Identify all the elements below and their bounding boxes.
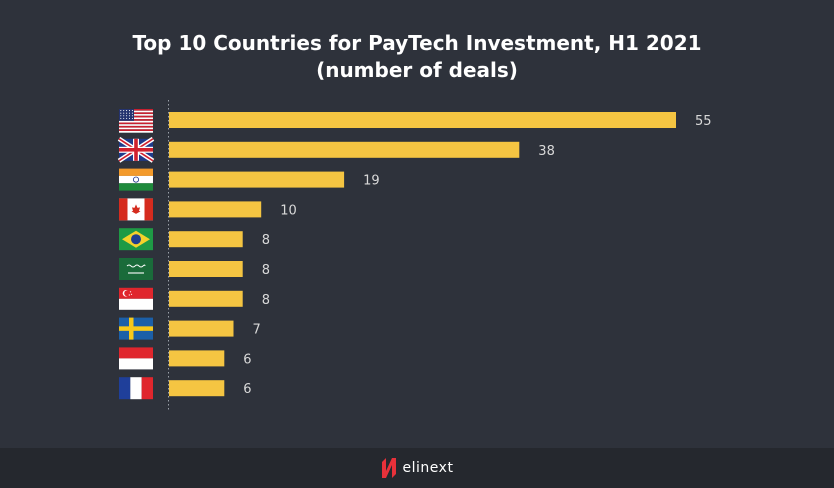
- bar-sweden: [169, 320, 234, 337]
- data-label: 8: [262, 263, 270, 278]
- bar-brazil: [169, 231, 243, 248]
- bar-united-states: [169, 112, 676, 128]
- data-label: 7: [253, 323, 261, 338]
- flag-france-icon: [119, 377, 153, 400]
- flag-uk-icon: [117, 136, 155, 163]
- flag-brazil-icon: [119, 228, 153, 251]
- flag-india-icon: [119, 168, 153, 191]
- flag-canada-icon: [119, 198, 153, 221]
- brand-name: elinext: [402, 460, 454, 476]
- bar-indonesia: [169, 350, 225, 367]
- bar-india: [169, 171, 345, 188]
- elinext-logo-icon: [381, 458, 396, 478]
- chart-title-block: Top 10 Countries for PayTech Investment,…: [0, 30, 834, 84]
- bar-france: [169, 380, 225, 397]
- data-label: 38: [538, 144, 555, 159]
- data-label: 6: [243, 352, 251, 367]
- brand[interactable]: elinext: [381, 457, 454, 479]
- data-label: 6: [243, 382, 251, 397]
- data-label: 55: [695, 114, 712, 129]
- data-label: 10: [280, 203, 297, 218]
- flag-us-icon: [119, 109, 153, 133]
- data-label: 19: [363, 174, 380, 189]
- footer-bar: elinext: [0, 448, 834, 488]
- bar-united-kingdom: [169, 141, 520, 158]
- chart-title: Top 10 Countries for PayTech Investment,…: [132, 31, 702, 55]
- bar-saudi-arabia: [169, 261, 243, 277]
- flag-saudi-arabia-icon: [119, 258, 153, 280]
- chart-subtitle: (number of deals): [316, 58, 518, 82]
- flag-singapore-icon: [119, 287, 153, 310]
- flag-indonesia-icon: [119, 347, 153, 370]
- bar-canada: [169, 201, 262, 218]
- flag-sweden-icon: [119, 317, 153, 340]
- data-label: 8: [262, 233, 270, 248]
- data-label: 8: [262, 293, 270, 308]
- bar-singapore: [169, 290, 243, 307]
